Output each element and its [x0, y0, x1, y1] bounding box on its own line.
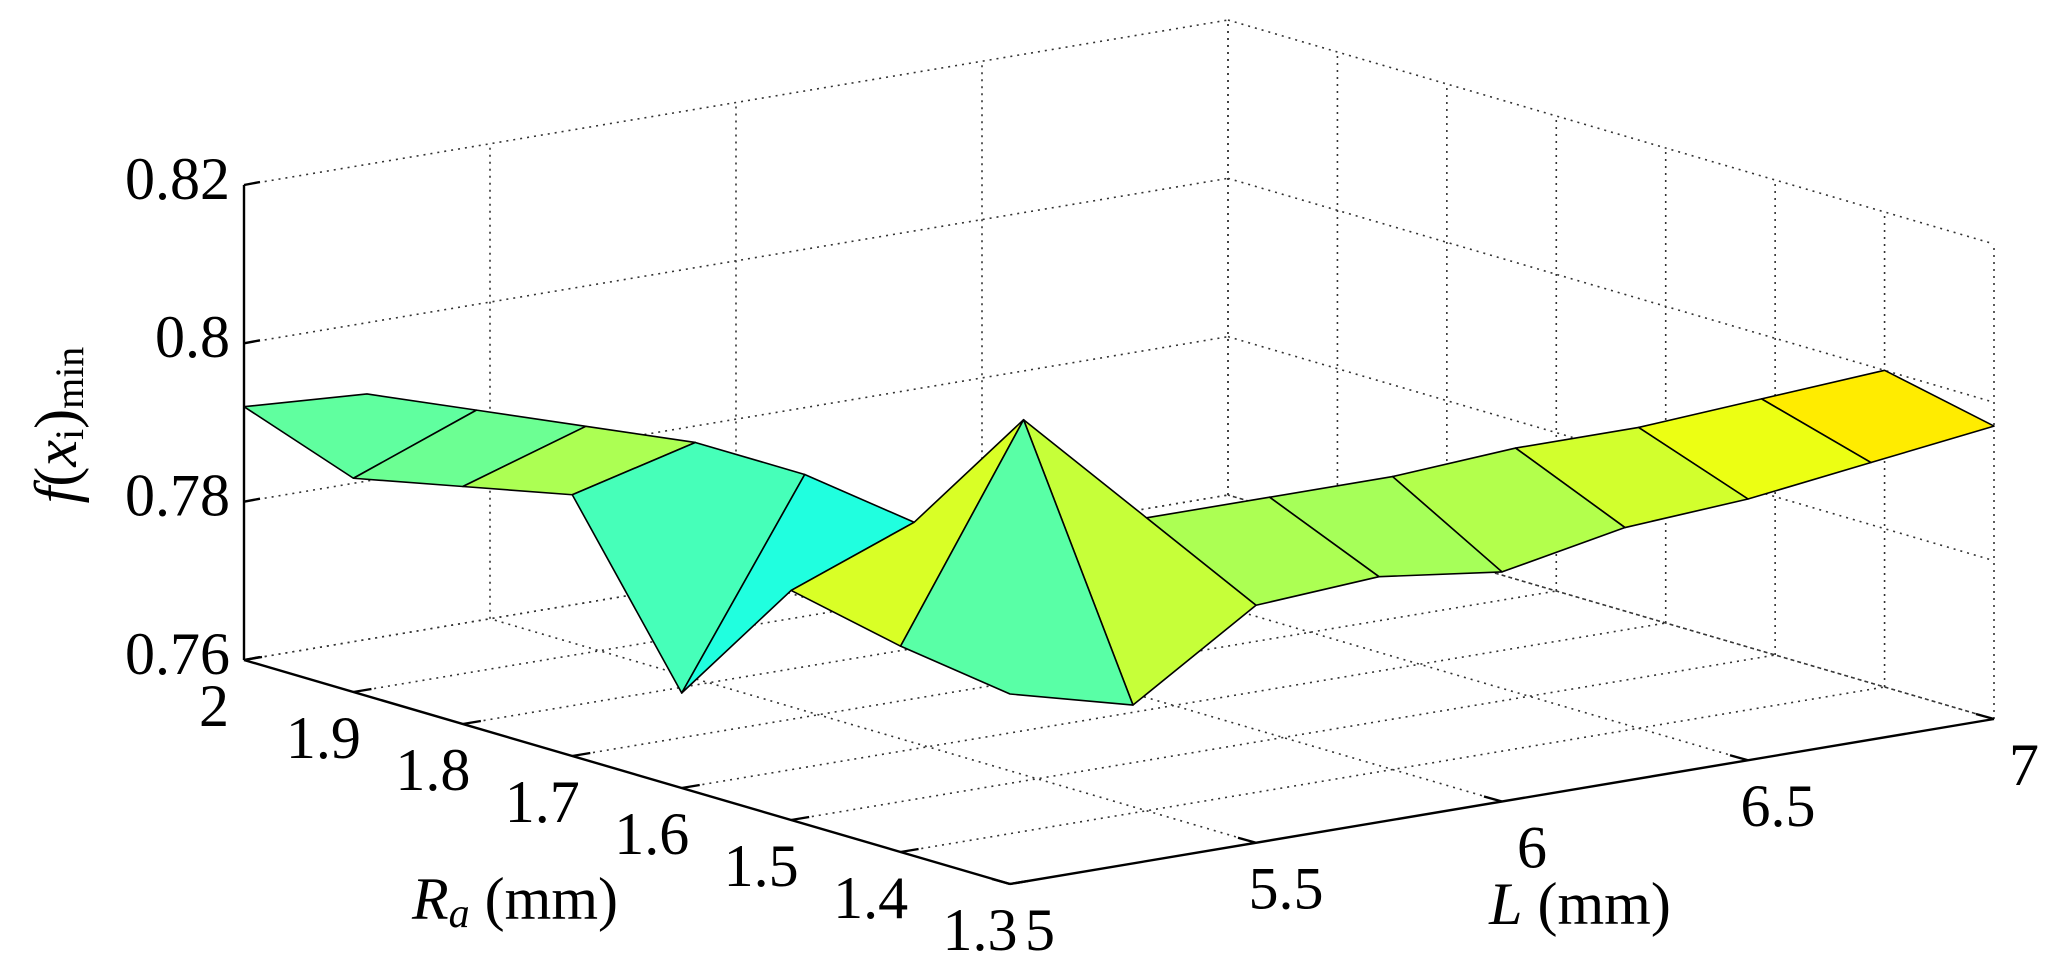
- y-label-part: (mm): [470, 866, 618, 932]
- x-tick-label: 7: [2009, 732, 2039, 798]
- z-tick-label: 0.78: [125, 462, 230, 528]
- x-tick-label: 5.5: [1249, 856, 1324, 922]
- z-label-part: x: [23, 440, 89, 468]
- y-tick-label: 1.6: [614, 801, 689, 867]
- x-tick: [991, 877, 1011, 886]
- y-tick: [462, 719, 482, 726]
- y-tick: [243, 655, 263, 662]
- z-tick-label: 0.82: [125, 146, 230, 212]
- y-tick: [900, 847, 919, 854]
- x-tick-label: 5: [1025, 897, 1055, 963]
- grid-line: [900, 686, 1885, 853]
- y-label-part: a: [449, 891, 470, 937]
- x-axis-label: L (mm): [1488, 871, 1671, 937]
- grid-line: [1227, 177, 1995, 404]
- z-label-part: i: [47, 429, 92, 440]
- grid-line: [243, 335, 1229, 503]
- z-label-part: min: [47, 347, 92, 409]
- x-tick: [1975, 712, 1995, 721]
- z-axis-label: f(xi)min: [23, 347, 92, 504]
- y-tick-label: 1.7: [505, 769, 580, 835]
- y-tick-label: 2: [199, 673, 229, 739]
- x-tick: [1729, 754, 1749, 762]
- grid-line: [791, 654, 1776, 821]
- z-label-part: (: [23, 467, 89, 487]
- grid-line: [681, 622, 1666, 789]
- y-tick-label: 1.8: [395, 737, 470, 803]
- z-tick: [243, 339, 261, 345]
- grid-line: [243, 177, 1229, 345]
- z-label-part: ): [23, 409, 89, 429]
- y-tick: [1009, 879, 1029, 886]
- y-tick-label: 1.4: [833, 865, 908, 931]
- y-tick: [572, 751, 591, 758]
- z-tick: [243, 180, 261, 187]
- grid-line: [243, 19, 1229, 186]
- x-tick: [1483, 795, 1503, 803]
- grid-line: [1227, 19, 1995, 245]
- x-label-part: (mm): [1523, 871, 1671, 937]
- z-tick-label: 0.76: [125, 621, 230, 687]
- z-tick-label: 0.8: [155, 304, 230, 370]
- surface-patch: [899, 418, 1134, 706]
- y-tick-label: 1.5: [724, 833, 799, 899]
- y-label-part: R: [411, 866, 449, 932]
- y-tick-label: 1.3: [943, 897, 1018, 963]
- y-tick: [353, 687, 372, 694]
- grid-line: [489, 617, 1257, 844]
- x-tick: [1237, 836, 1257, 844]
- y-axis-label: Ra (mm): [411, 866, 618, 937]
- y-tick-label: 1.9: [286, 705, 361, 771]
- x-tick-label: 6.5: [1741, 773, 1816, 839]
- y-tick: [790, 815, 810, 822]
- x-tick-label: 6: [1517, 814, 1547, 880]
- y-axis: [243, 658, 1011, 886]
- y-tick: [681, 783, 700, 790]
- x-label-part: L: [1488, 871, 1522, 937]
- z-tick: [243, 497, 261, 503]
